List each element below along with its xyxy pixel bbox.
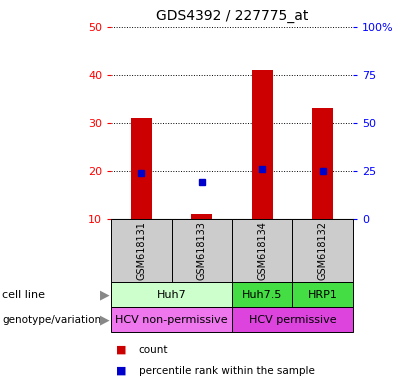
Bar [232, 282, 292, 307]
Bar [292, 282, 353, 307]
Bar [292, 219, 353, 282]
Bar [232, 307, 353, 332]
Text: ■: ■ [116, 366, 126, 376]
Text: GSM618132: GSM618132 [318, 221, 328, 280]
Bar [312, 108, 333, 219]
Text: HCV non-permissive: HCV non-permissive [116, 314, 228, 325]
Title: GDS4392 / 227775_at: GDS4392 / 227775_at [156, 9, 308, 23]
Text: HRP1: HRP1 [308, 290, 338, 300]
Text: GSM618134: GSM618134 [257, 221, 267, 280]
Text: Huh7: Huh7 [157, 290, 186, 300]
Text: HCV permissive: HCV permissive [249, 314, 336, 325]
Text: cell line: cell line [2, 290, 45, 300]
Text: Huh7.5: Huh7.5 [242, 290, 282, 300]
Text: percentile rank within the sample: percentile rank within the sample [139, 366, 315, 376]
Text: GSM618131: GSM618131 [136, 221, 147, 280]
Text: GSM618133: GSM618133 [197, 221, 207, 280]
Text: genotype/variation: genotype/variation [2, 314, 101, 325]
Bar [191, 214, 213, 219]
Bar [111, 307, 232, 332]
Bar [232, 219, 292, 282]
Bar [252, 70, 273, 219]
Text: ▶: ▶ [100, 313, 110, 326]
Text: ▶: ▶ [100, 288, 110, 301]
Text: ■: ■ [116, 345, 126, 355]
Bar [111, 282, 232, 307]
Text: count: count [139, 345, 168, 355]
Bar [111, 219, 172, 282]
Bar [131, 118, 152, 219]
Bar [172, 219, 232, 282]
